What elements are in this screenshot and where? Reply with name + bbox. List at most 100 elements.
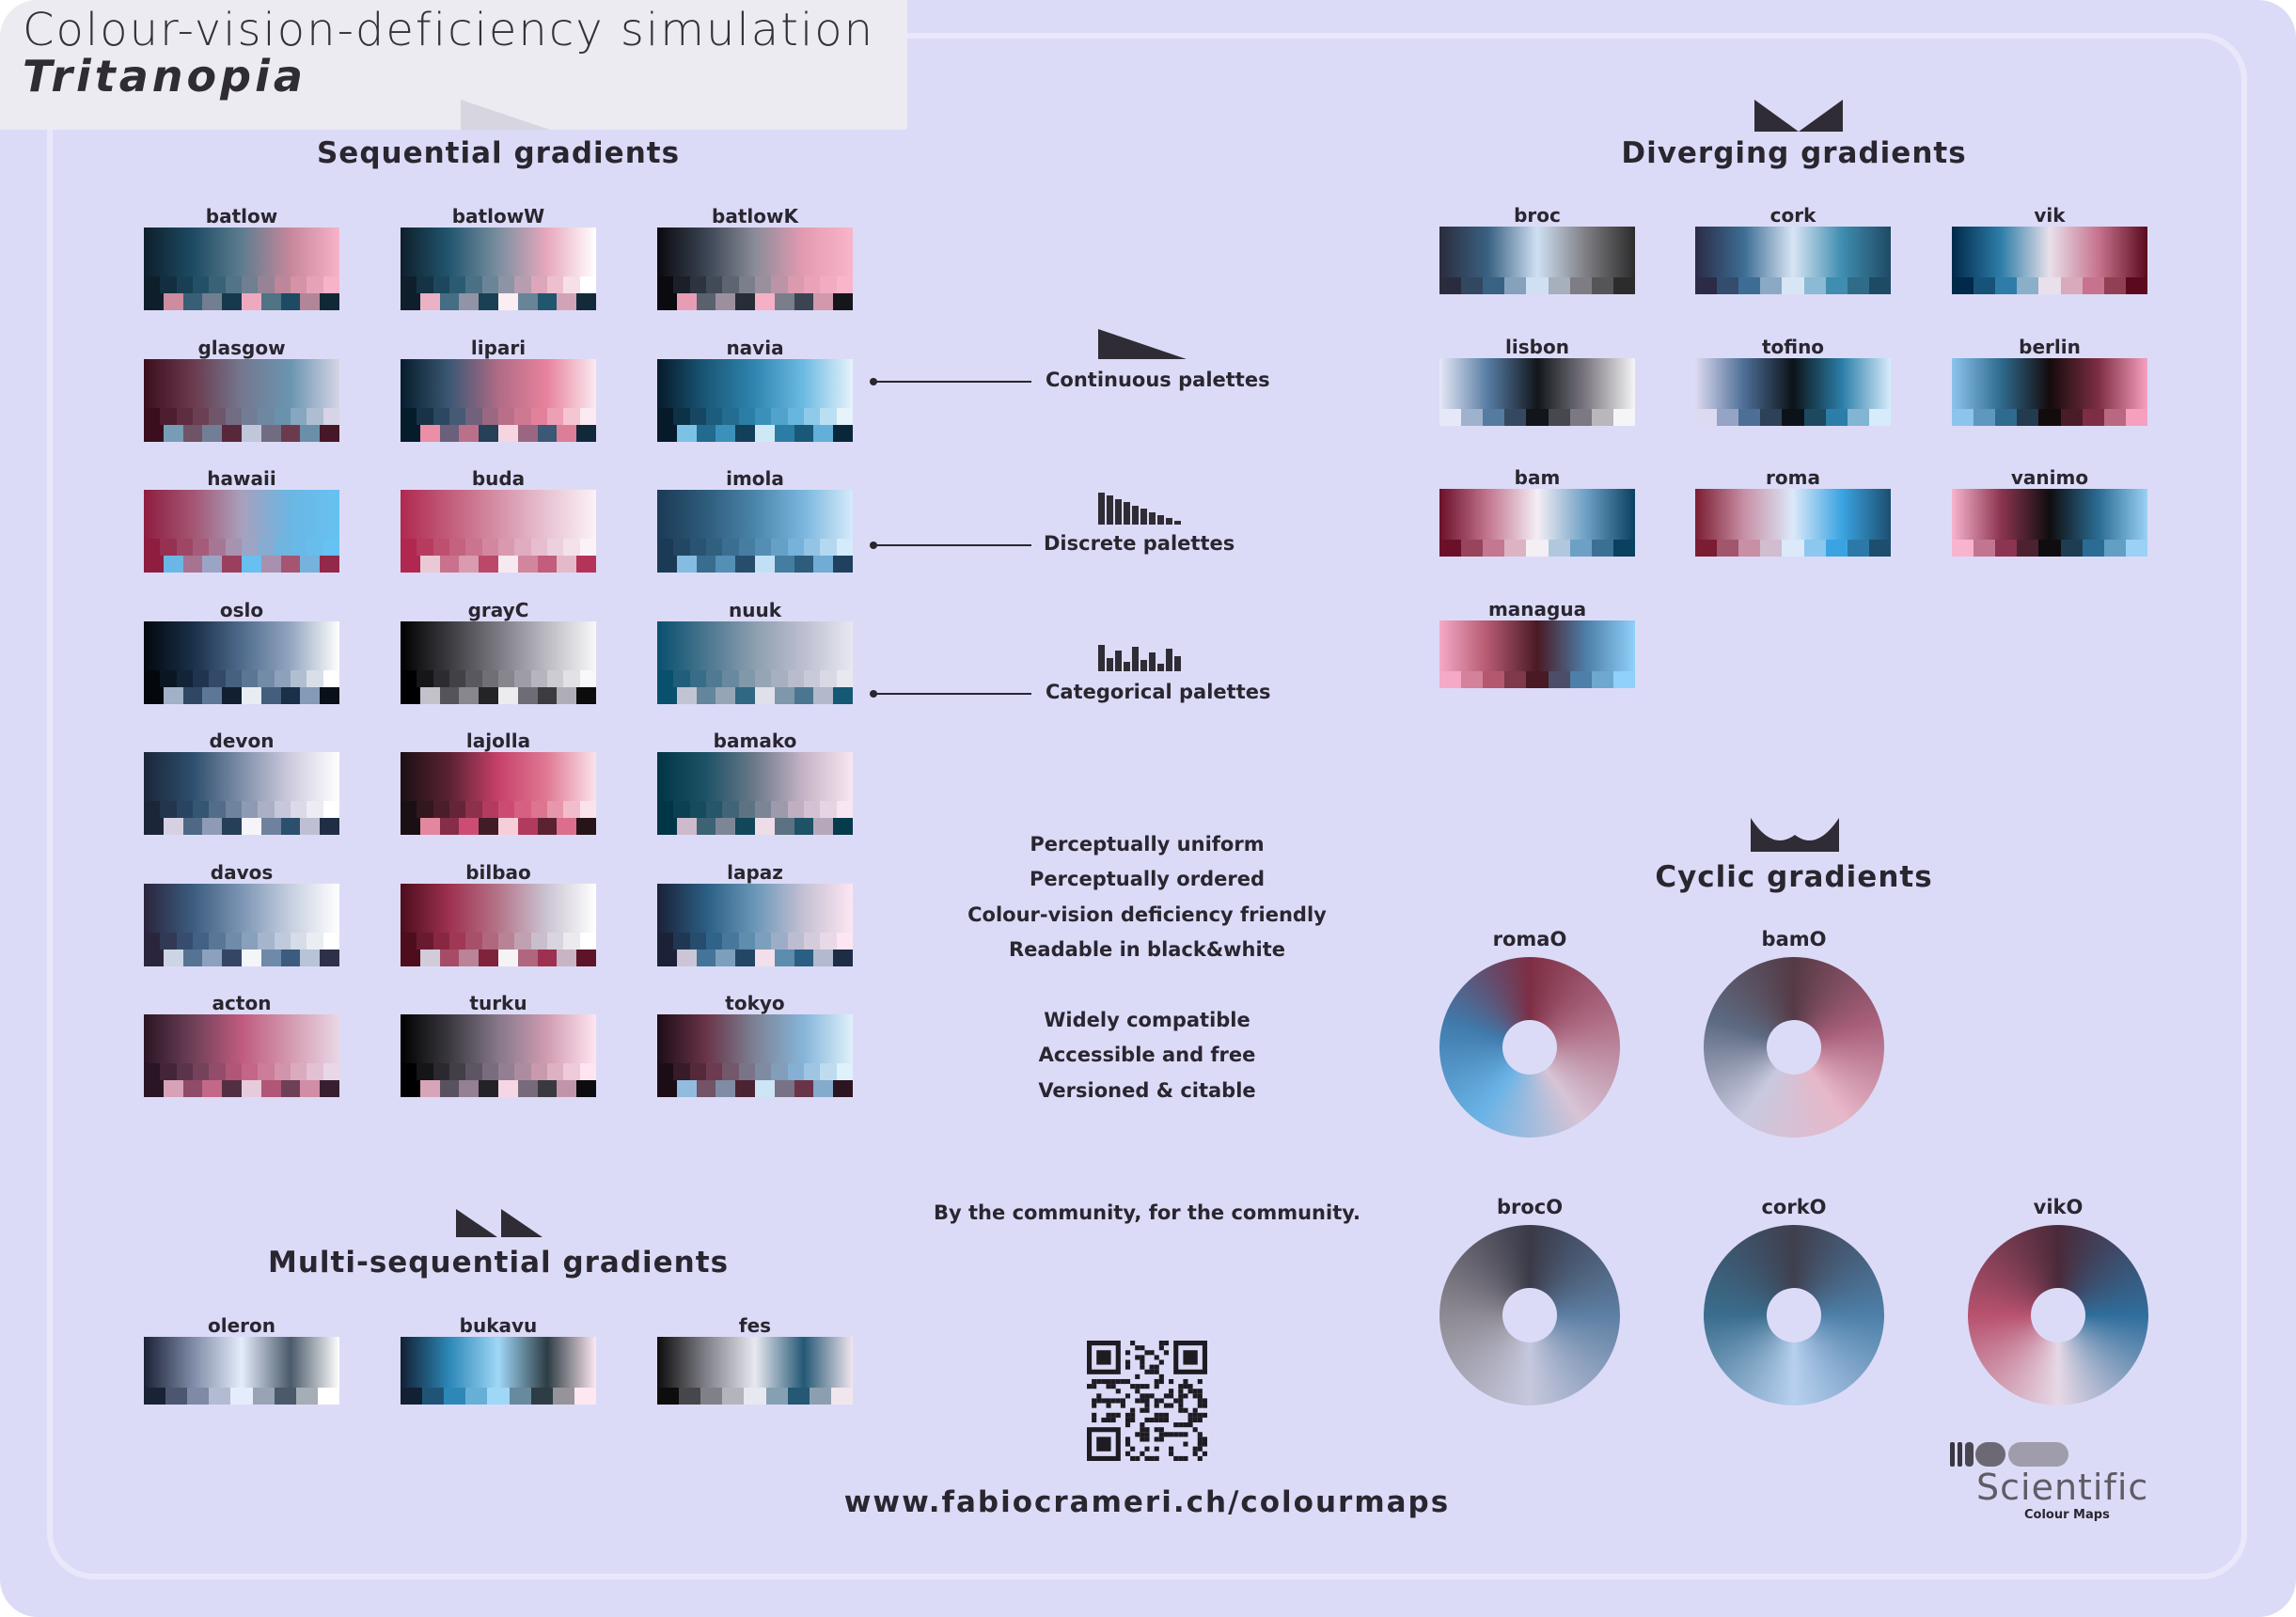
discrete-swatch	[689, 539, 706, 556]
discrete-swatch	[290, 407, 307, 425]
categorical-swatch	[241, 1080, 261, 1097]
section-title-diverging: Diverging gradients	[1621, 136, 1967, 170]
discrete-swatch	[787, 1063, 804, 1080]
categorical-swatch	[676, 686, 697, 704]
discrete-swatch	[738, 1063, 755, 1080]
discrete-swatch	[705, 407, 723, 425]
discrete-swatch	[1461, 670, 1484, 688]
discrete-swatch	[546, 407, 564, 425]
discrete-swatch	[546, 539, 564, 556]
discrete-swatch	[192, 407, 210, 425]
discrete-swatch	[481, 801, 498, 818]
logo-tagline: Colour Maps	[2024, 1508, 2110, 1522]
discrete-swatch	[290, 801, 307, 818]
discrete-swatch	[497, 801, 515, 818]
categorical-swatch	[419, 949, 440, 966]
discrete-swatch	[448, 276, 466, 293]
categorical-swatch	[676, 293, 697, 310]
discrete-swatch	[290, 669, 307, 687]
discrete-swatch	[787, 801, 804, 818]
categorical-strip	[657, 1080, 853, 1097]
discrete-swatch	[401, 801, 417, 818]
discrete-swatch	[530, 1063, 547, 1080]
categorical-swatch	[320, 686, 339, 704]
categorical-swatch	[280, 686, 301, 704]
diverging-icon	[1754, 100, 1843, 132]
categorical-swatch	[657, 686, 677, 704]
discrete-swatch	[574, 1388, 596, 1405]
colour-map-label: oslo	[219, 598, 264, 621]
discrete-swatch	[657, 407, 674, 425]
discrete-strip	[144, 801, 339, 818]
qr-code[interactable]	[1087, 1341, 1207, 1461]
discrete-swatch	[274, 1063, 291, 1080]
categorical-swatch	[144, 818, 164, 835]
discrete-swatch	[209, 539, 226, 556]
categorical-strip	[144, 949, 339, 966]
discrete-swatch	[1952, 277, 1974, 294]
categorical-swatch	[813, 293, 834, 310]
discrete-swatch	[225, 407, 242, 425]
categorical-swatch	[439, 949, 460, 966]
section-title-sequential: Sequential gradients	[316, 136, 681, 170]
categorical-swatch	[222, 1080, 242, 1097]
continuous-gradient	[144, 358, 339, 408]
discrete-swatch	[258, 276, 275, 293]
discrete-swatch	[252, 1388, 275, 1405]
discrete-strip	[1439, 670, 1635, 688]
discrete-swatch	[563, 539, 580, 556]
categorical-swatch	[280, 556, 301, 573]
discrete-swatch	[552, 1388, 574, 1405]
discrete-swatch	[705, 801, 723, 818]
discrete-swatch	[689, 276, 706, 293]
categorical-strip	[144, 556, 339, 573]
discrete-swatch	[192, 932, 210, 950]
continuous-gradient	[401, 883, 596, 933]
discrete-swatch	[1504, 540, 1527, 557]
discrete-swatch	[241, 539, 259, 556]
discrete-swatch	[1504, 670, 1527, 688]
categorical-palette-icon	[1098, 645, 1181, 671]
discrete-swatch	[322, 1063, 339, 1080]
discrete-swatch	[241, 407, 259, 425]
feature-item: Perceptually ordered	[1030, 868, 1265, 890]
continuous-gradient	[144, 228, 339, 276]
discrete-swatch	[160, 932, 177, 950]
discrete-strip	[657, 669, 853, 687]
categorical-swatch	[657, 293, 677, 310]
colour-map-label: bam	[1514, 466, 1561, 489]
page-title: Colour-vision-deficiency simulation	[23, 4, 875, 56]
categorical-swatch	[241, 293, 261, 310]
discrete-swatch	[2017, 540, 2039, 557]
categorical-swatch	[794, 293, 814, 310]
discrete-swatch	[530, 407, 547, 425]
discrete-swatch	[209, 932, 226, 950]
categorical-swatch	[497, 949, 518, 966]
discrete-swatch	[2038, 408, 2061, 426]
categorical-swatch	[144, 424, 164, 442]
continuous-gradient	[144, 620, 339, 670]
colour-map-label: oleron	[207, 1314, 275, 1337]
categorical-swatch	[774, 556, 794, 573]
discrete-swatch	[1803, 408, 1826, 426]
categorical-swatch	[833, 818, 853, 835]
website-link[interactable]: www.fabiocrameri.ch/colourmaps	[843, 1485, 1451, 1519]
discrete-swatch	[579, 539, 596, 556]
discrete-swatch	[1825, 277, 1848, 294]
continuous-gradient	[657, 883, 853, 933]
discrete-swatch	[1612, 670, 1635, 688]
discrete-swatch	[481, 276, 498, 293]
categorical-swatch	[676, 818, 697, 835]
categorical-swatch	[260, 818, 281, 835]
discrete-swatch	[1974, 408, 1996, 426]
discrete-swatch	[322, 801, 339, 818]
discrete-swatch	[1847, 408, 1869, 426]
categorical-swatch	[182, 949, 203, 966]
discrete-swatch	[322, 669, 339, 687]
discrete-swatch	[307, 407, 323, 425]
categorical-swatch	[222, 556, 242, 573]
discrete-swatch	[1825, 540, 1848, 557]
discrete-swatch	[830, 1388, 853, 1405]
discrete-swatch	[836, 932, 853, 950]
